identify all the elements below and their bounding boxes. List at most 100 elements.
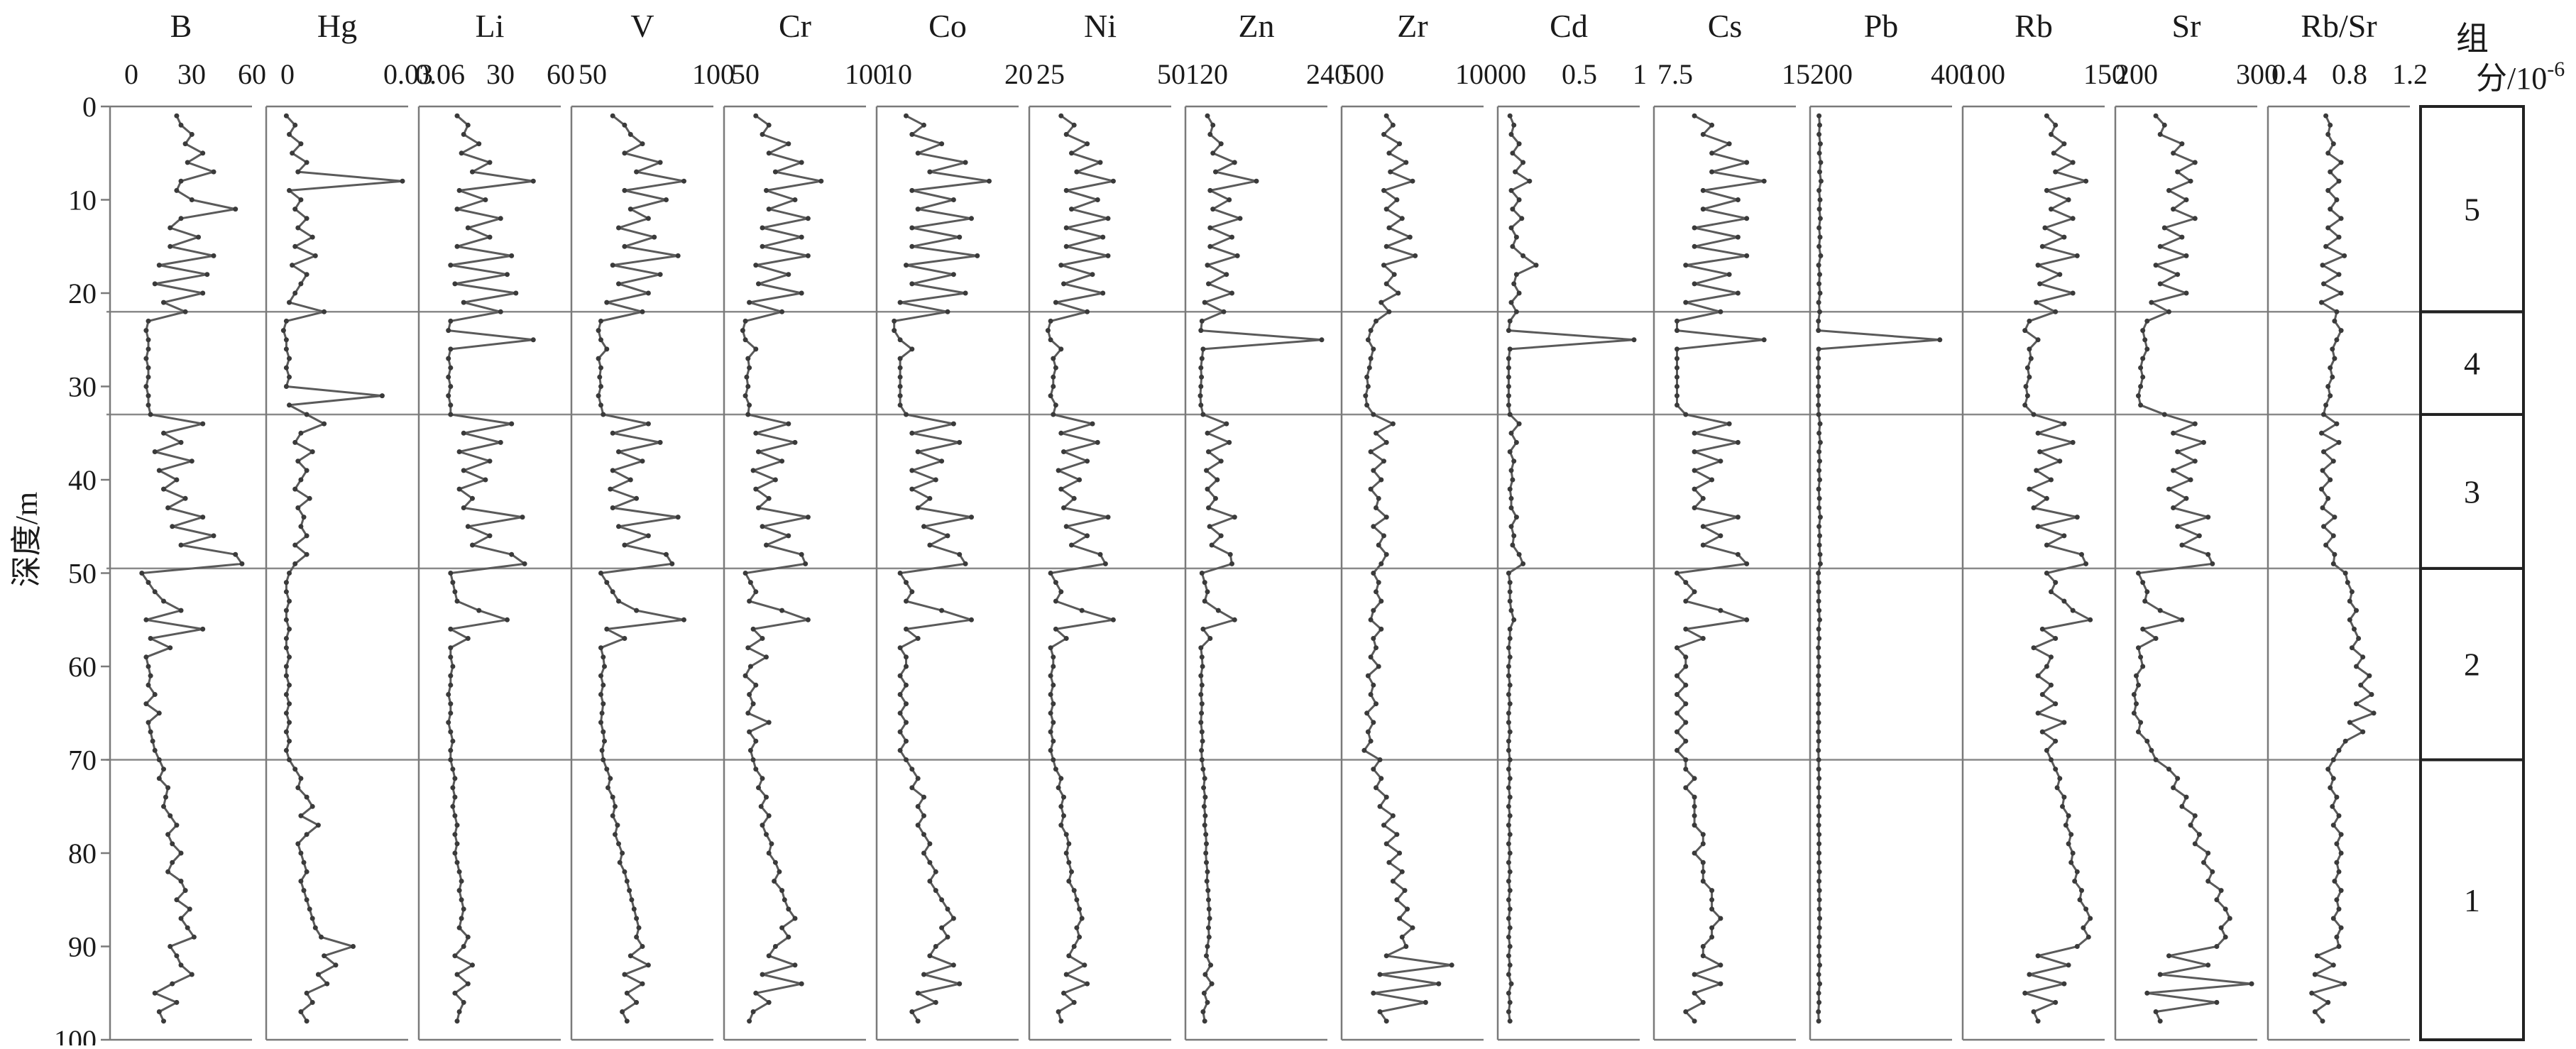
data-point-rb-sr-70: [2330, 757, 2336, 762]
data-point-cr-38: [779, 458, 785, 464]
data-point-zr-78: [1394, 832, 1400, 837]
data-point-pb-33: [1816, 412, 1821, 417]
data-point-co-52: [909, 589, 915, 595]
data-point-zn-36: [1227, 439, 1232, 445]
data-point-rb-sr-81: [2334, 859, 2340, 865]
data-point-ni-54: [1079, 608, 1085, 613]
data-point-hg-29: [287, 374, 292, 380]
panel-hg: Hg0 0.03: [265, 8, 433, 1041]
data-point-zr-6: [1403, 160, 1409, 165]
data-point-cd-69: [1506, 747, 1511, 753]
data-point-co-18: [950, 272, 956, 278]
data-point-pb-56: [1816, 626, 1821, 632]
data-point-sr-23: [2144, 318, 2150, 324]
data-point-li-58: [448, 645, 454, 651]
data-point-zn-63: [1198, 692, 1204, 697]
data-point-li-60: [450, 664, 456, 669]
data-point-ni-9: [1063, 187, 1069, 193]
data-point-v-57: [622, 636, 627, 641]
data-point-b-40: [174, 477, 180, 483]
data-point-b-27: [143, 356, 149, 361]
data-point-cs-25: [1761, 337, 1767, 343]
data-point-zn-62: [1199, 682, 1205, 688]
data-point-li-76: [452, 813, 458, 818]
data-point-co-9: [909, 187, 915, 193]
data-point-hg-87: [309, 916, 315, 921]
data-point-v-3: [627, 131, 633, 137]
data-point-ni-51: [1053, 580, 1058, 586]
x-tick-label-zr-0: 500: [1342, 58, 1384, 90]
data-point-v-5: [622, 150, 627, 156]
data-point-sr-84: [2218, 888, 2224, 894]
data-point-cd-58: [1506, 645, 1511, 651]
data-point-v-73: [605, 785, 610, 791]
data-point-cd-17: [1533, 263, 1539, 268]
data-point-rb-sr-54: [2354, 608, 2359, 613]
data-point-b-23: [146, 318, 151, 324]
data-point-rb-sr-41: [2319, 486, 2324, 492]
data-point-rb-sr-75: [2330, 803, 2335, 809]
data-point-rb-sr-4: [2330, 141, 2336, 147]
data-point-sr-67: [2136, 729, 2141, 735]
data-point-rb-59: [2049, 654, 2054, 660]
data-point-hg-39: [304, 468, 309, 473]
data-point-rb-sr-13: [2325, 225, 2331, 231]
data-point-cs-41: [1692, 486, 1697, 492]
data-point-rb-sr-69: [2336, 747, 2342, 753]
data-point-zr-68: [1368, 738, 1374, 744]
data-point-rb-3: [2049, 131, 2054, 137]
data-point-zr-54: [1371, 608, 1376, 613]
data-point-b-36: [178, 439, 184, 445]
data-point-cs-32: [1675, 402, 1679, 408]
data-point-pb-61: [1816, 673, 1821, 679]
data-point-rb-sr-2: [2328, 122, 2333, 128]
data-point-pb-15: [1816, 243, 1822, 249]
data-point-cs-54: [1718, 608, 1723, 613]
data-point-v-79: [616, 841, 621, 847]
data-point-rb-sr-27: [2332, 356, 2337, 361]
data-point-zr-58: [1374, 645, 1379, 651]
data-point-pb-32: [1816, 402, 1821, 408]
data-point-sr-7: [2175, 169, 2181, 175]
data-point-pb-37: [1816, 449, 1822, 454]
data-point-co-64: [904, 701, 909, 707]
data-point-zn-23: [1199, 318, 1205, 324]
data-point-rb-2: [2053, 122, 2059, 128]
data-point-rb-62: [2049, 682, 2054, 688]
data-point-co-78: [921, 832, 926, 837]
data-point-co-68: [904, 738, 909, 744]
data-point-cd-85: [1506, 897, 1511, 903]
data-point-pb-44: [1817, 515, 1823, 520]
element-title-rb-sr: Rb/Sr: [2301, 8, 2377, 44]
data-point-rb-sr-42: [2325, 495, 2331, 501]
data-point-cd-92: [1507, 962, 1513, 968]
data-point-co-34: [950, 421, 956, 427]
data-point-v-71: [604, 767, 610, 772]
data-point-pb-42: [1816, 495, 1822, 501]
data-point-pb-17: [1816, 263, 1821, 268]
data-point-rb-57: [2053, 636, 2059, 641]
data-point-cs-84: [1709, 888, 1715, 894]
data-point-b-34: [200, 421, 206, 427]
data-point-cs-24: [1675, 328, 1679, 334]
data-point-co-28: [897, 365, 903, 370]
data-point-ni-45: [1063, 524, 1069, 529]
data-point-cs-72: [1692, 776, 1697, 781]
data-point-zn-79: [1204, 841, 1209, 847]
data-point-zr-59: [1368, 654, 1374, 660]
data-point-sr-50: [2136, 571, 2141, 576]
data-point-cd-79: [1506, 841, 1511, 847]
data-point-zn-71: [1200, 767, 1206, 772]
data-point-hg-68: [287, 738, 292, 744]
data-point-zr-79: [1383, 841, 1389, 847]
data-point-rb-98: [2035, 1018, 2041, 1024]
data-point-pb-78: [1816, 832, 1822, 837]
data-point-rb-47: [2044, 542, 2049, 548]
data-point-b-57: [148, 636, 153, 641]
data-point-li-91: [452, 953, 458, 959]
data-point-cd-53: [1507, 598, 1513, 604]
x-tick-label-li-0: 0.06: [415, 58, 465, 90]
data-point-pb-7: [1817, 169, 1822, 175]
data-point-rb-4: [2061, 141, 2067, 147]
data-point-cr-33: [745, 412, 751, 417]
